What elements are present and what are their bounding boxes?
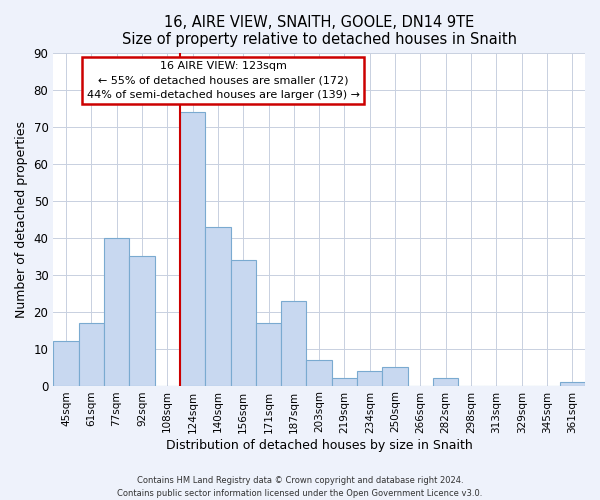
Text: 16 AIRE VIEW: 123sqm
← 55% of detached houses are smaller (172)
44% of semi-deta: 16 AIRE VIEW: 123sqm ← 55% of detached h… [87,61,360,100]
X-axis label: Distribution of detached houses by size in Snaith: Distribution of detached houses by size … [166,440,473,452]
Bar [332,378,357,386]
Bar [129,256,155,386]
Bar [307,360,332,386]
Bar [281,300,307,386]
Bar [79,322,104,386]
Title: 16, AIRE VIEW, SNAITH, GOOLE, DN14 9TE
Size of property relative to detached hou: 16, AIRE VIEW, SNAITH, GOOLE, DN14 9TE S… [122,15,517,48]
Bar [205,226,230,386]
Bar [180,112,205,386]
Bar [433,378,458,386]
Bar [104,238,129,386]
Bar [357,371,382,386]
Bar [53,341,79,386]
Bar [560,382,585,386]
Bar [256,322,281,386]
Bar [382,367,408,386]
Y-axis label: Number of detached properties: Number of detached properties [15,120,28,318]
Text: Contains HM Land Registry data © Crown copyright and database right 2024.
Contai: Contains HM Land Registry data © Crown c… [118,476,482,498]
Bar [230,260,256,386]
